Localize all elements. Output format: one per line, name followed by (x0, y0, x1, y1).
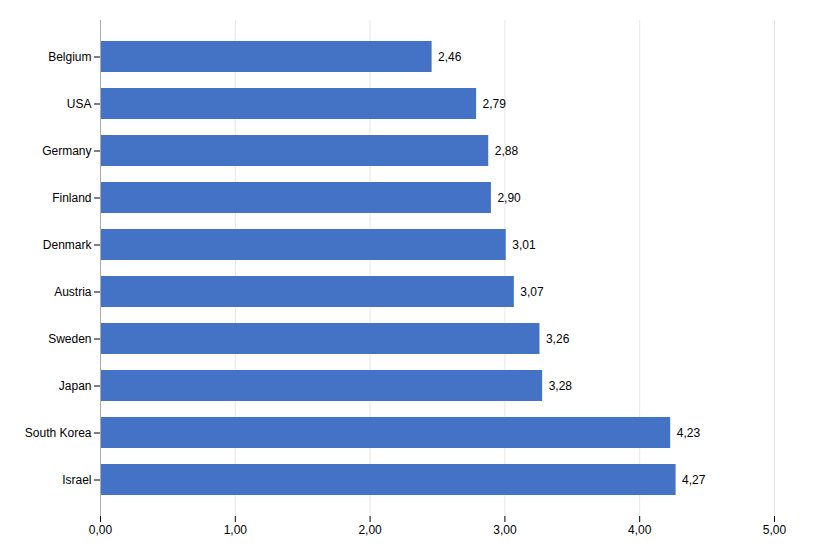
svg-text:Finland: Finland (52, 191, 91, 205)
svg-text:2,88: 2,88 (495, 144, 519, 158)
svg-text:4,27: 4,27 (682, 473, 706, 487)
svg-text:2,90: 2,90 (497, 191, 521, 205)
svg-text:South Korea: South Korea (25, 426, 92, 440)
svg-text:Denmark: Denmark (43, 238, 93, 252)
svg-text:3,00: 3,00 (493, 523, 517, 537)
svg-text:Israel: Israel (62, 473, 91, 487)
svg-text:3,26: 3,26 (546, 332, 570, 346)
svg-text:USA: USA (67, 97, 92, 111)
svg-text:Germany: Germany (42, 144, 91, 158)
svg-text:Sweden: Sweden (48, 332, 91, 346)
svg-text:2,00: 2,00 (358, 523, 382, 537)
svg-text:2,79: 2,79 (483, 97, 507, 111)
svg-text:Belgium: Belgium (48, 50, 91, 64)
svg-text:5,00: 5,00 (763, 523, 787, 537)
svg-text:Austria: Austria (54, 285, 92, 299)
svg-text:2,46: 2,46 (438, 50, 462, 64)
svg-text:3,28: 3,28 (549, 379, 573, 393)
svg-text:3,07: 3,07 (520, 285, 544, 299)
svg-text:Japan: Japan (59, 379, 92, 393)
svg-text:4,00: 4,00 (628, 523, 652, 537)
svg-text:3,01: 3,01 (512, 238, 536, 252)
svg-text:1,00: 1,00 (224, 523, 248, 537)
svg-text:4,23: 4,23 (677, 426, 701, 440)
svg-text:0,00: 0,00 (89, 523, 113, 537)
